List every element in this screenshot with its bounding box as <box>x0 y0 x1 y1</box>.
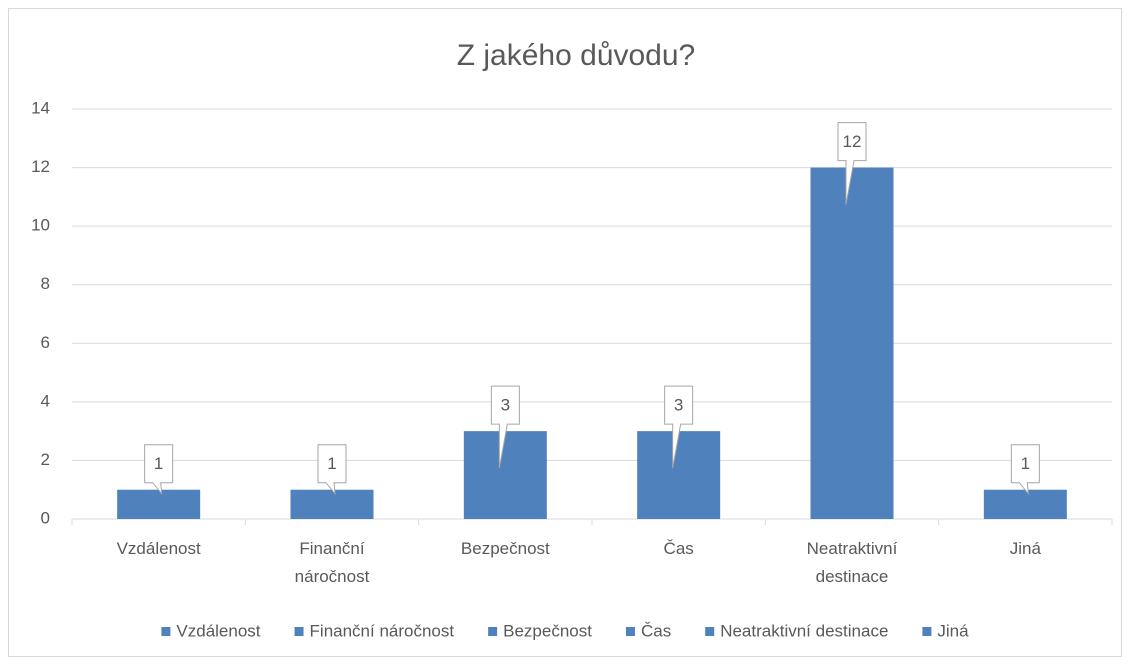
x-tick-label: Bezpečnost <box>461 539 550 558</box>
legend-item: Jiná <box>922 621 969 640</box>
data-label: 1 <box>154 454 163 473</box>
legend-label: Vzdálenost <box>176 621 260 640</box>
legend-item: Čas <box>625 621 671 640</box>
legend-marker <box>625 627 635 636</box>
x-tick-label-line: Bezpečnost <box>461 539 550 558</box>
y-tick-label: 12 <box>31 157 50 176</box>
y-tick-label: 14 <box>31 98 50 117</box>
data-label-callout <box>1010 444 1040 496</box>
y-tick-label: 0 <box>41 508 50 527</box>
x-tick-label: Finanční náročnost <box>295 539 370 586</box>
legend-label: Bezpečnost <box>503 621 592 640</box>
legend-item: Neatraktivní destinace <box>705 621 888 640</box>
y-tick-label: 4 <box>41 391 50 410</box>
x-tick-label-line: Finanční <box>299 539 364 558</box>
x-tick-label: Čas <box>664 539 694 558</box>
x-tick-label-line: Jiná <box>1010 539 1042 558</box>
x-tick-label: Neatraktivní destinace <box>807 539 898 586</box>
bar <box>463 431 547 519</box>
legend-label: Finanční náročnost <box>310 621 455 640</box>
bar <box>983 489 1067 519</box>
data-label: 1 <box>327 454 336 473</box>
data-label-callout <box>317 444 347 496</box>
data-label: 12 <box>843 132 862 151</box>
bar <box>810 167 894 520</box>
y-tick-label: 10 <box>31 216 50 235</box>
y-tick-label: 2 <box>41 450 50 469</box>
legend-marker <box>922 627 932 636</box>
legend-item: Finanční náročnost <box>294 621 455 640</box>
legend-label: Neatraktivní destinace <box>720 621 888 640</box>
chart-title: Z jakého důvodu? <box>457 39 696 72</box>
data-label-callout <box>837 122 867 205</box>
x-tick-label-line: Čas <box>664 539 694 558</box>
x-tick-label-line: náročnost <box>295 567 370 586</box>
bar <box>290 489 374 519</box>
x-tick-label: Vzdálenost <box>117 539 201 558</box>
legend-item: Bezpečnost <box>488 621 592 640</box>
x-tick-label-line: Neatraktivní <box>807 539 898 558</box>
data-label: 3 <box>501 396 510 415</box>
data-label: 3 <box>674 396 683 415</box>
legend-label: Čas <box>641 621 671 640</box>
data-label-callout <box>664 385 694 469</box>
x-tick-label-line: Vzdálenost <box>117 539 201 558</box>
y-tick-label: 8 <box>41 274 50 293</box>
legend-marker <box>294 627 304 636</box>
data-label: 1 <box>1021 454 1030 473</box>
x-tick-label-line: destinace <box>816 567 889 586</box>
legend-item: Vzdálenost <box>161 621 261 640</box>
legend-marker <box>161 627 171 636</box>
legend-label: Jiná <box>937 621 969 640</box>
data-label-callout <box>144 444 174 496</box>
chart-frame <box>8 8 1122 657</box>
x-tick-label: Jiná <box>1010 539 1042 558</box>
data-label-callout <box>490 385 520 469</box>
legend-marker <box>488 627 498 636</box>
legend-marker <box>705 627 715 636</box>
y-tick-label: 6 <box>41 333 50 352</box>
bar <box>637 431 721 519</box>
bar <box>117 489 201 519</box>
